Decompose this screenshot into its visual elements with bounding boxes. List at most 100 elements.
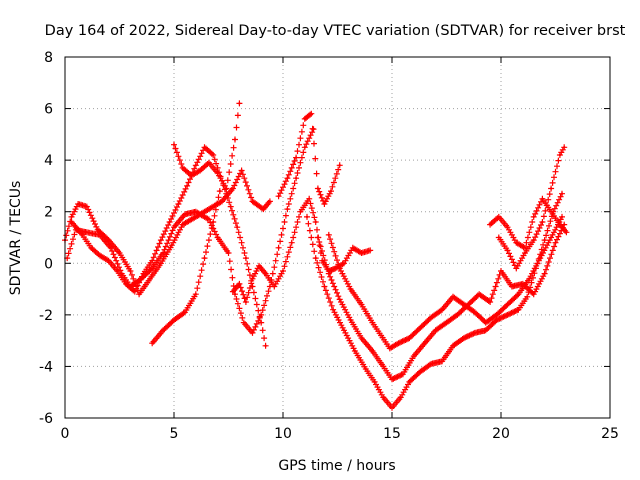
- x-tick-label: 5: [170, 426, 179, 442]
- data-point: [316, 187, 320, 190]
- data-point: [430, 316, 433, 319]
- data-point: [390, 378, 394, 381]
- data-point: [225, 187, 228, 190]
- data-point: [262, 207, 265, 211]
- data-point: [532, 238, 535, 242]
- data-point: [506, 226, 509, 229]
- data-trace: [171, 100, 243, 192]
- data-point: [251, 200, 254, 203]
- data-point: [238, 102, 241, 105]
- chart-title: Day 164 of 2022, Sidereal Day-to-day VTE…: [45, 23, 626, 39]
- data-point: [517, 308, 520, 311]
- data-point: [549, 236, 553, 239]
- data-point: [194, 164, 197, 167]
- plot-area: [62, 100, 570, 411]
- data-point: [423, 342, 426, 345]
- data-point: [281, 269, 285, 273]
- data-point: [70, 215, 73, 219]
- data-point: [109, 246, 113, 249]
- data-point: [497, 236, 500, 239]
- data-point: [142, 272, 145, 275]
- data-point: [473, 331, 476, 335]
- x-tick-label: 20: [492, 426, 510, 442]
- data-point: [190, 174, 193, 177]
- data-point: [401, 373, 405, 376]
- data-point: [430, 362, 433, 366]
- data-point: [560, 215, 564, 219]
- data-point: [151, 259, 154, 262]
- data-point: [148, 277, 152, 280]
- data-point: [268, 200, 272, 203]
- data-point: [227, 251, 230, 255]
- data-point: [541, 220, 544, 224]
- data-point: [451, 295, 455, 298]
- y-axis-label: SDTVAR / TECUs: [8, 181, 24, 296]
- x-tick-label: 25: [601, 426, 619, 442]
- data-point: [528, 277, 531, 280]
- data-point: [456, 313, 459, 317]
- data-trace: [304, 190, 565, 411]
- data-point: [506, 249, 509, 252]
- data-point: [541, 197, 544, 200]
- data-point: [172, 318, 176, 322]
- data-point: [543, 272, 546, 275]
- data-point: [382, 396, 385, 399]
- x-tick-label: 10: [274, 426, 292, 442]
- data-point: [560, 192, 564, 195]
- data-trace: [275, 110, 343, 207]
- data-point: [445, 321, 448, 324]
- data-point: [558, 223, 562, 226]
- data-point: [129, 269, 132, 273]
- y-tick-label: 8: [44, 50, 53, 66]
- data-point: [327, 233, 330, 237]
- series-trace-12: [495, 144, 568, 272]
- data-point: [185, 184, 189, 188]
- data-point: [251, 277, 254, 280]
- data-point: [360, 251, 363, 255]
- data-point: [90, 246, 93, 249]
- data-point: [170, 244, 173, 247]
- data-point: [488, 223, 492, 226]
- data-point: [388, 347, 391, 350]
- data-point: [342, 329, 346, 332]
- data-point: [194, 215, 197, 219]
- data-point: [133, 290, 136, 293]
- data-point: [342, 262, 346, 265]
- data-point: [199, 169, 202, 172]
- data-point: [172, 143, 176, 146]
- data-point: [277, 246, 280, 249]
- series-trace-8: [304, 190, 565, 411]
- data-point: [264, 272, 267, 275]
- data-point: [495, 318, 498, 322]
- data-point: [251, 285, 254, 288]
- data-point: [118, 251, 121, 255]
- series-trace-9: [314, 221, 568, 383]
- data-point: [323, 202, 326, 206]
- data-point: [549, 187, 553, 190]
- data-point: [563, 146, 566, 149]
- data-point: [236, 226, 239, 229]
- data-point: [81, 233, 84, 237]
- data-point: [207, 161, 211, 164]
- data-point: [260, 321, 263, 324]
- data-point: [303, 146, 306, 149]
- data-point: [294, 156, 298, 159]
- data-point: [419, 370, 422, 373]
- data-point: [338, 164, 341, 167]
- data-point: [499, 269, 503, 273]
- data-point: [159, 262, 163, 265]
- data-point: [549, 210, 553, 213]
- data-point: [181, 166, 184, 170]
- data-point: [172, 226, 176, 229]
- data-point: [462, 303, 466, 306]
- data-point: [212, 220, 215, 224]
- data-point: [565, 231, 568, 234]
- data-point: [308, 197, 311, 200]
- data-point: [107, 238, 110, 242]
- data-point: [290, 241, 293, 244]
- data-point: [216, 236, 219, 239]
- data-point: [371, 321, 374, 324]
- data-point: [85, 205, 89, 208]
- data-point: [434, 329, 437, 332]
